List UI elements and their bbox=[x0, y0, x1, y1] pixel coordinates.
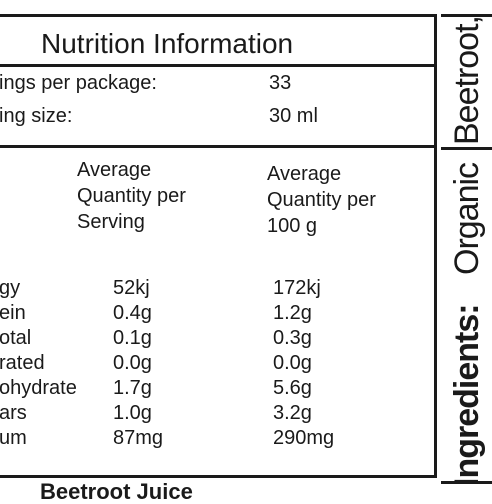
nutrient-label: gy bbox=[0, 277, 21, 299]
header-per100-1: Average bbox=[267, 163, 342, 185]
side-text-ingredients: Ingredients: bbox=[448, 304, 486, 484]
nutrient-label: um bbox=[0, 427, 27, 449]
nutrient-label: otal bbox=[0, 327, 32, 349]
nutrient-label: ars bbox=[0, 402, 27, 424]
serving-size-label: ing size: bbox=[0, 105, 73, 127]
servings-label: ings per package: bbox=[0, 72, 157, 94]
ingredients-strip: Beetroot, Organic Ingredients: bbox=[441, 14, 492, 484]
side-divider bbox=[441, 147, 492, 150]
panel-title: Nutrition Information bbox=[41, 28, 294, 59]
side-text-organic: Organic bbox=[448, 162, 486, 275]
side-text-beetroot: Beetroot, bbox=[448, 16, 486, 145]
nutrient-serving: 1.0g bbox=[113, 402, 152, 424]
nutrient-per100: 172kj bbox=[273, 277, 321, 299]
nutrient-label: rated bbox=[0, 352, 45, 374]
nutrient-label: ohydrate bbox=[0, 377, 77, 399]
header-serving-2: Quantity per bbox=[77, 185, 186, 207]
nutrient-serving: 87mg bbox=[113, 427, 164, 449]
footer-text: Beetroot Juice bbox=[40, 479, 193, 504]
nutrient-per100: 0.0g bbox=[273, 352, 312, 374]
nutrient-serving: 0.0g bbox=[113, 352, 152, 374]
nutrient-per100: 290mg bbox=[273, 427, 335, 449]
nutrient-serving: 1.7g bbox=[113, 377, 152, 399]
nutrient-serving: 0.1g bbox=[113, 327, 152, 349]
nutrient-per100: 0.3g bbox=[273, 327, 312, 349]
nutrition-panel: Nutrition Information ings per package: … bbox=[0, 14, 437, 478]
header-serving-3: Serving bbox=[77, 211, 145, 233]
nutrient-serving: 52kj bbox=[113, 277, 150, 299]
serving-size-value: 30 ml bbox=[269, 105, 318, 127]
nutrient-serving: 0.4g bbox=[113, 302, 152, 324]
servings-value: 33 bbox=[269, 72, 292, 94]
nutrient-per100: 5.6g bbox=[273, 377, 312, 399]
header-serving-1: Average bbox=[77, 159, 152, 181]
header-per100-3: 100 g bbox=[267, 215, 318, 237]
header-per100-2: Quantity per bbox=[267, 189, 376, 211]
header-divider bbox=[0, 145, 434, 148]
title-divider bbox=[0, 64, 434, 67]
nutrient-per100: 1.2g bbox=[273, 302, 312, 324]
nutrient-label: ein bbox=[0, 302, 26, 324]
nutrient-per100: 3.2g bbox=[273, 402, 312, 424]
